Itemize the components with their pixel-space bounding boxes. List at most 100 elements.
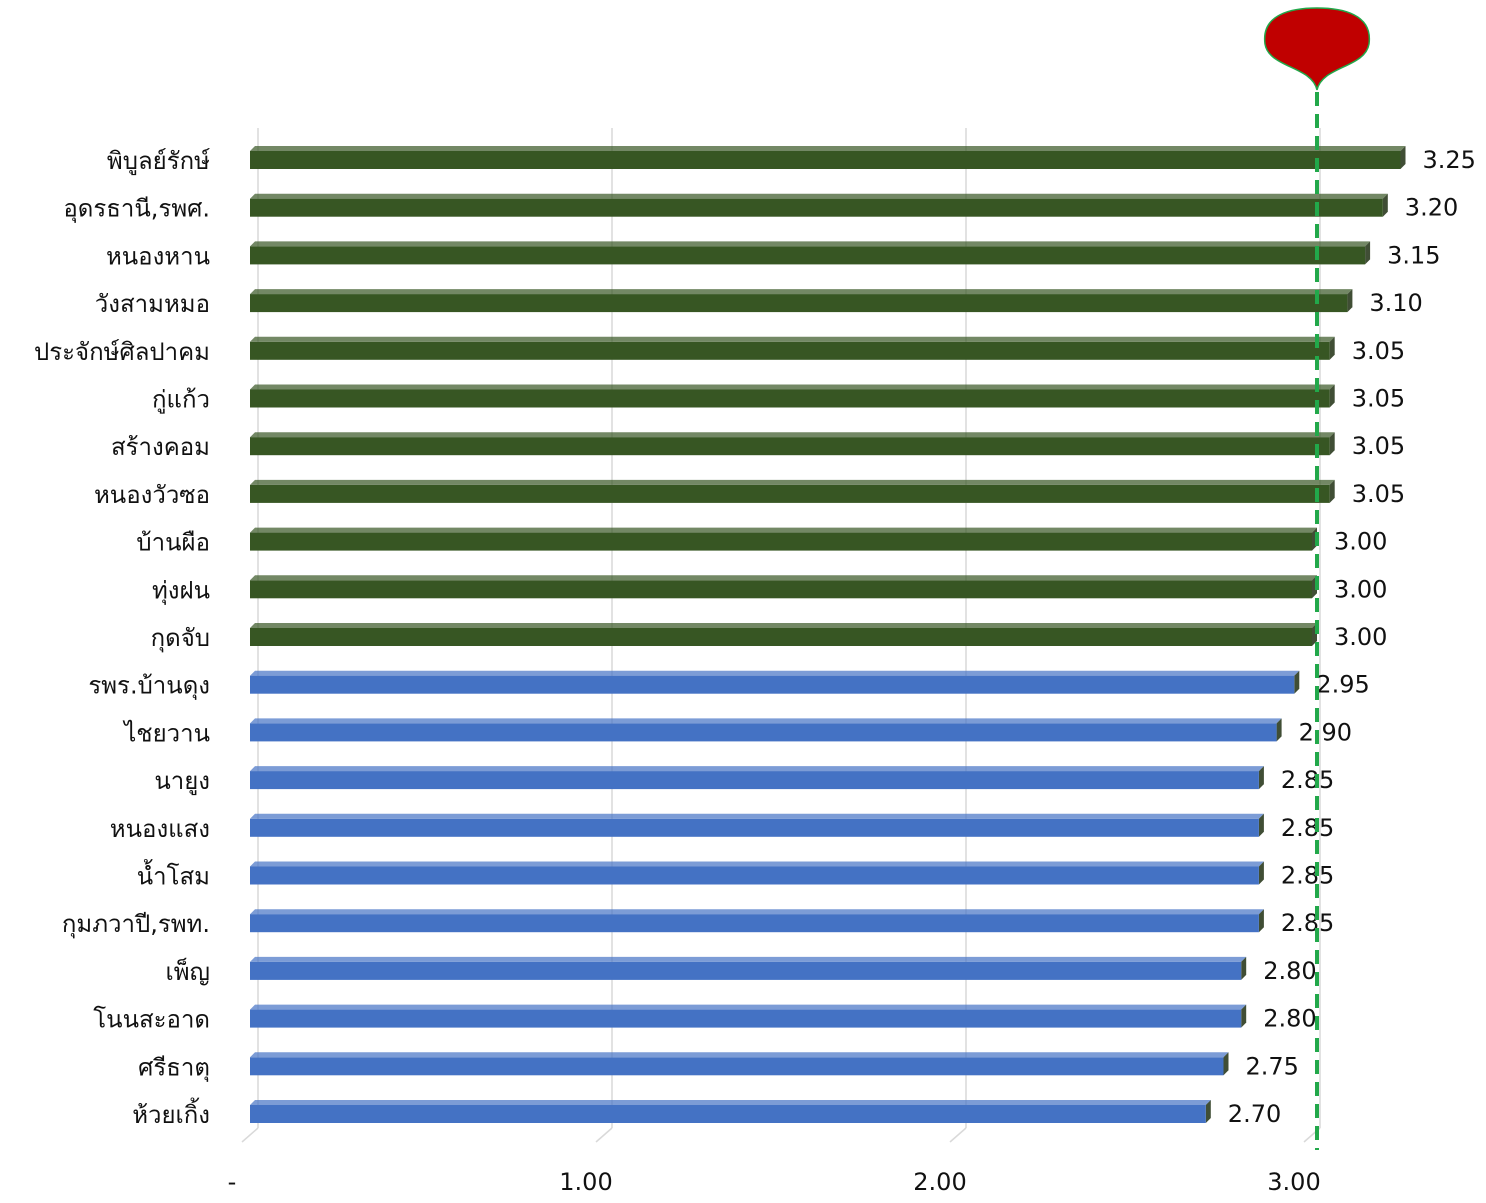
bar: [250, 479, 1335, 503]
category-label: นายูง: [154, 767, 210, 796]
bar-top-face: [250, 432, 1335, 438]
data-label: 3.15: [1387, 241, 1440, 269]
bar-top-face: [250, 146, 1406, 151]
bar-end-face: [1205, 1100, 1211, 1123]
data-label: 3.05: [1352, 337, 1405, 365]
bar-top-face: [250, 956, 1247, 962]
data-label: 2.70: [1228, 1100, 1281, 1128]
category-label: ทุ่งฝน: [152, 576, 210, 605]
bars: [250, 146, 1406, 1123]
target-line: [1264, 7, 1370, 1150]
data-label: 2.85: [1281, 909, 1334, 937]
bar-end-face: [1294, 670, 1300, 694]
bar-front-face: [250, 961, 1242, 980]
bar-end-face: [1258, 909, 1264, 933]
data-label: 2.75: [1246, 1052, 1299, 1080]
bar-front-face: [250, 1009, 1242, 1028]
bar-top-face: [250, 718, 1282, 724]
x-tick-label: -: [228, 1168, 237, 1196]
bar: [250, 956, 1247, 980]
bar-top-face: [250, 670, 1300, 676]
bar: [250, 670, 1300, 694]
bar-end-face: [1382, 193, 1388, 217]
category-label: น้ำโสม: [137, 859, 210, 891]
data-label: 3.05: [1352, 480, 1405, 508]
bar: [250, 623, 1317, 646]
data-label: 3.00: [1334, 528, 1387, 556]
x-tick-label: 2.00: [913, 1168, 966, 1196]
bar-front-face: [250, 484, 1330, 503]
bar-front-face: [250, 771, 1259, 790]
bar: [250, 766, 1264, 790]
category-label: ห้วยเกิ้ง: [132, 1097, 210, 1129]
bar-front-face: [250, 389, 1330, 408]
bar: [250, 289, 1353, 313]
bar: [250, 813, 1264, 837]
bar-top-face: [250, 766, 1264, 772]
category-label: ประจักษ์ศิลปาคม: [34, 338, 210, 366]
data-label: 3.10: [1369, 289, 1422, 317]
x-tick-label: 3.00: [1267, 1168, 1320, 1196]
bar: [250, 1100, 1211, 1123]
bar-end-face: [1258, 813, 1264, 837]
bar-top-face: [250, 813, 1264, 819]
value-labels: 3.25 3.20 3.15 3.10 3.05 3.05 3.05 3.05 3.00 3.00…: [1228, 146, 1476, 1128]
bar-top-face: [250, 336, 1335, 342]
bar-front-face: [250, 723, 1277, 742]
bar-top-face: [250, 1052, 1229, 1058]
bar-front-face: [250, 580, 1312, 599]
bar: [250, 1052, 1229, 1076]
data-label: 2.90: [1299, 718, 1352, 746]
bar: [250, 718, 1282, 742]
bar-front-face: [250, 675, 1295, 694]
category-labels: พิบูลย์รักษ์อุดรธานี,รพศ. หนองหานวังสามหม…: [34, 147, 211, 1129]
bar-end-face: [1329, 479, 1335, 503]
bar-top-face: [250, 527, 1317, 533]
data-label: 2.85: [1281, 862, 1334, 890]
category-label: วังสามหมอ: [95, 290, 210, 318]
bar-end-face: [1241, 1004, 1247, 1028]
category-label: กุมภวาปี,รพท.: [62, 910, 210, 939]
bar: [250, 575, 1317, 599]
bar-front-face: [250, 628, 1312, 646]
category-label: รพร.บ้านดุง: [88, 672, 210, 701]
data-label: 3.25: [1423, 146, 1476, 174]
category-label: สร้างคอม: [111, 433, 210, 461]
category-label: ไชยวาน: [122, 719, 210, 747]
bar: [250, 909, 1264, 933]
category-label: หนองวัวซอ: [94, 481, 210, 509]
category-label: พิบูลย์รักษ์: [107, 147, 211, 176]
bar-top-face: [250, 193, 1388, 199]
bar-front-face: [250, 532, 1312, 551]
bar-end-face: [1365, 241, 1371, 265]
data-label: 3.00: [1334, 575, 1387, 603]
data-label: 3.05: [1352, 432, 1405, 460]
bar-front-face: [250, 1105, 1206, 1123]
bar: [250, 146, 1406, 169]
bar: [250, 384, 1335, 408]
data-label: 2.95: [1316, 671, 1369, 699]
category-label: ศรีธาตุ: [138, 1053, 210, 1082]
bar-top-face: [250, 1100, 1211, 1105]
category-label: เพ็ญ: [166, 957, 210, 986]
bar: [250, 336, 1335, 360]
bar-front-face: [250, 294, 1348, 313]
gridline-foot: [241, 1127, 259, 1143]
category-label: อุดรธานี,รพศ.: [63, 195, 210, 224]
data-label: 3.00: [1334, 623, 1387, 651]
bar-end-face: [1258, 766, 1264, 790]
bar: [250, 432, 1335, 456]
bar-front-face: [250, 914, 1259, 933]
bar-end-face: [1329, 432, 1335, 456]
category-label: กุดจับ: [151, 624, 210, 653]
bar-front-face: [250, 246, 1366, 265]
gridline-foot: [595, 1127, 613, 1143]
bar-end-face: [1241, 956, 1247, 980]
category-label: โนนสะอาด: [93, 1006, 210, 1034]
bar-end-face: [1258, 861, 1264, 885]
target-pin-marker: [1264, 7, 1370, 91]
bar: [250, 527, 1317, 551]
bar: [250, 193, 1388, 217]
bar-top-face: [250, 241, 1371, 247]
